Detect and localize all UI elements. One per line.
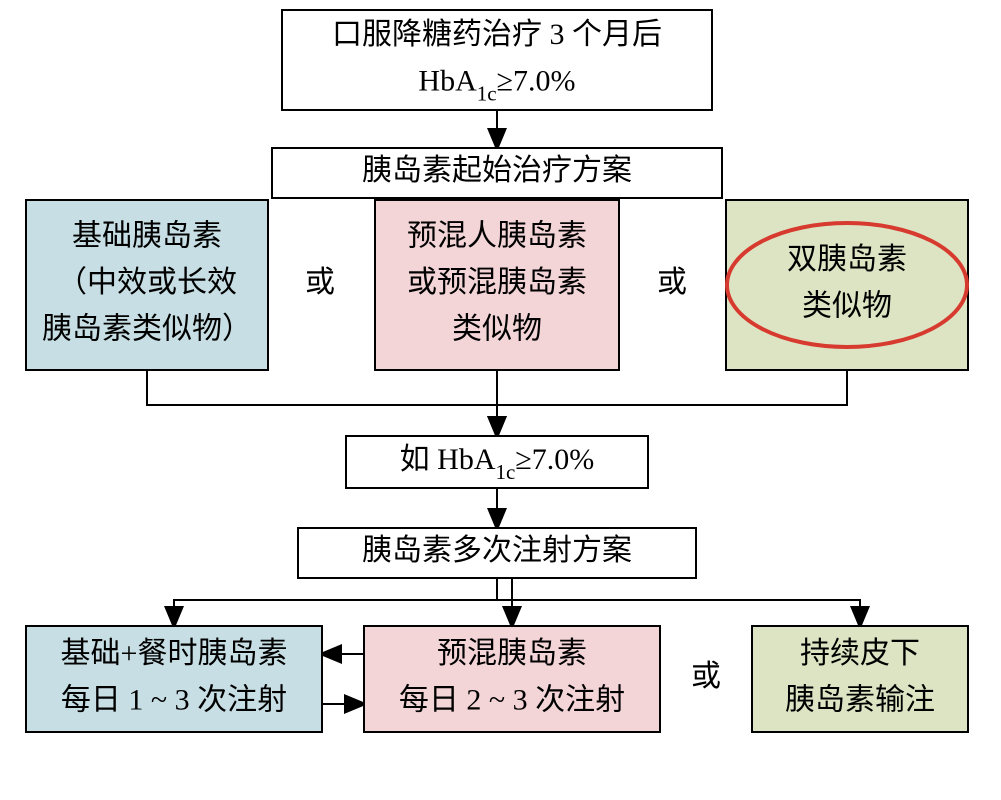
node-text: 预混胰岛素 — [437, 637, 587, 670]
insulin-flowchart: 口服降糖药治疗 3 个月后HbA1c≥7.0% 胰岛素起始治疗方案基础胰岛素 （中效… — [0, 0, 1001, 800]
node-n9: 预混胰岛素每日 2 ~ 3 次注射 — [364, 626, 660, 732]
node-text: 胰岛素多次注射方案 — [362, 534, 632, 567]
or-label: 或 — [657, 266, 687, 299]
node-text: 预混人胰岛素 — [407, 219, 587, 252]
node-text: （中效或长效 — [57, 266, 237, 299]
node-n5: 双胰岛素类似物 — [726, 200, 968, 370]
node-n6: 如 HbA1c≥7.0% — [346, 436, 648, 488]
node-text: 类似物 — [802, 289, 892, 322]
node-text: 基础+餐时胰岛素 — [61, 637, 288, 670]
node-text: 每日 1 ~ 3 次注射 — [61, 683, 287, 716]
node-text: 持续皮下 — [800, 637, 920, 670]
node-text: 胰岛素类似物） — [42, 312, 252, 345]
node-n3: 基础胰岛素 （中效或长效胰岛素类似物） — [26, 200, 268, 370]
node-n10: 持续皮下胰岛素输注 — [752, 626, 968, 732]
node-text: 口服降糖药治疗 3 个月后 — [332, 18, 662, 51]
node-text: 每日 2 ~ 3 次注射 — [399, 683, 625, 716]
node-text: 双胰岛素 — [787, 243, 907, 276]
node-n1: 口服降糖药治疗 3 个月后HbA1c≥7.0% — [282, 10, 712, 110]
or-label: 或 — [691, 660, 721, 693]
node-n8: 基础+餐时胰岛素每日 1 ~ 3 次注射 — [26, 626, 322, 732]
node-text: 胰岛素输注 — [785, 683, 935, 716]
node-text: 或预混胰岛素 — [407, 266, 587, 299]
node-n7: 胰岛素多次注射方案 — [298, 528, 696, 578]
node-text: 类似物 — [452, 312, 542, 345]
or-label: 或 — [305, 266, 335, 299]
node-text: 基础胰岛素 — [72, 219, 222, 252]
node-n2: 胰岛素起始治疗方案 — [272, 148, 722, 198]
node-text: 胰岛素起始治疗方案 — [362, 154, 632, 187]
node-n4: 预混人胰岛素或预混胰岛素类似物 — [375, 200, 619, 370]
